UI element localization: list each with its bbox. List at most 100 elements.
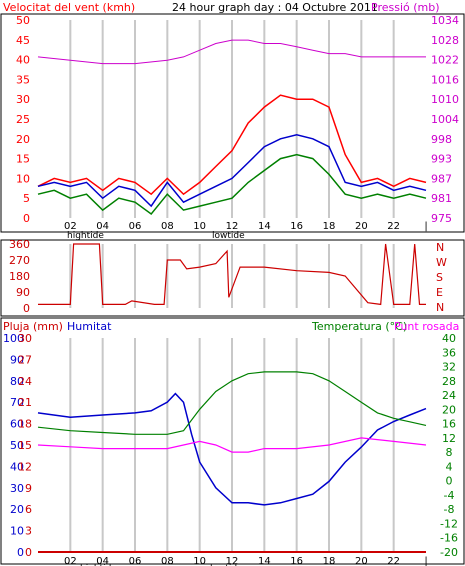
x-tick-label: 20 bbox=[355, 556, 368, 566]
y-tick-label: 10 bbox=[10, 525, 24, 538]
x-tick-label: | bbox=[424, 221, 427, 232]
compass-w: W bbox=[436, 256, 447, 269]
top-x-axis-ticks: 02 04 06 08 10 12 14 16 18 20 22 | bbox=[64, 221, 428, 232]
x-tick-label: 14 bbox=[258, 221, 271, 232]
dewpoint-line bbox=[37, 437, 427, 453]
y-tick-label: 0 bbox=[446, 475, 453, 488]
y-tick-label: 12 bbox=[18, 460, 32, 473]
y-tick-label: 998 bbox=[431, 133, 452, 146]
y-tick-label: 5 bbox=[23, 192, 30, 205]
y-tick-label: 24 bbox=[442, 389, 456, 402]
x-tick-label: 08 bbox=[161, 556, 174, 566]
hightide-label-bottom: hightide bbox=[80, 564, 117, 566]
y-tick-label: 90 bbox=[16, 286, 30, 299]
x-tick-label: 06 bbox=[129, 221, 142, 232]
x-tick-label: 12 bbox=[226, 556, 239, 566]
y-tick-label: -8 bbox=[444, 503, 455, 516]
y-tick-label: 15 bbox=[16, 153, 30, 166]
y-tick-label: 6 bbox=[25, 503, 32, 516]
y-tick-label: 1022 bbox=[431, 54, 459, 67]
dewpoint-label: Punt rosada bbox=[394, 320, 459, 333]
x-tick-label: 02 bbox=[64, 556, 77, 566]
compass-s: S bbox=[436, 271, 443, 284]
y-tick-label: -4 bbox=[444, 489, 455, 502]
humidity-label: Humitat bbox=[67, 320, 112, 333]
x-tick-label: 02 bbox=[64, 221, 77, 232]
x-tick-label: | bbox=[424, 556, 427, 566]
wind-speed-title: Velocitat del vent (kmh) bbox=[3, 1, 135, 14]
y-tick-label: 20 bbox=[16, 133, 30, 146]
y-tick-label: 30 bbox=[18, 332, 32, 345]
y-tick-label: 3 bbox=[25, 525, 32, 538]
y-tick-label: 27 bbox=[18, 353, 32, 366]
y-tick-label: -20 bbox=[440, 546, 458, 559]
y-tick-label: -12 bbox=[440, 517, 458, 530]
top-grid bbox=[69, 20, 395, 218]
y-tick-label: 45 bbox=[16, 34, 30, 47]
y-tick-label: 1016 bbox=[431, 73, 459, 86]
y-tick-label: 50 bbox=[16, 14, 30, 27]
y-tick-label: 20 bbox=[10, 503, 24, 516]
humidity-axis-ticks: 0 10 20 30 40 50 60 70 80 90 100 bbox=[3, 332, 24, 559]
y-tick-label: 1034 bbox=[431, 14, 459, 27]
y-tick-label: 90 bbox=[10, 353, 24, 366]
compass-n-top: N bbox=[436, 241, 444, 254]
y-tick-label: 987 bbox=[431, 172, 452, 185]
y-tick-label: 0 bbox=[17, 546, 24, 559]
x-tick-label: 16 bbox=[290, 556, 303, 566]
x-tick-label: 10 bbox=[193, 556, 206, 566]
y-tick-label: 9 bbox=[25, 482, 32, 495]
y-tick-label: 40 bbox=[442, 332, 456, 345]
y-tick-label: 28 bbox=[442, 375, 456, 388]
y-tick-label: 993 bbox=[431, 153, 452, 166]
y-tick-label: 16 bbox=[442, 418, 456, 431]
x-tick-label: 22 bbox=[387, 556, 400, 566]
graph-title: 24 hour graph day : 04 Octubre 2011 bbox=[172, 1, 378, 14]
wind-axis-ticks: 0 5 10 15 20 25 30 35 40 45 50 bbox=[16, 14, 30, 225]
climate-series bbox=[37, 371, 427, 553]
y-tick-label: 1004 bbox=[431, 113, 459, 126]
direction-axis-ticks: 0 90 180 270 360 bbox=[9, 238, 30, 315]
y-tick-label: 12 bbox=[442, 432, 456, 445]
y-tick-label: 30 bbox=[10, 482, 24, 495]
pressure-title: Pressió (mb) bbox=[371, 1, 440, 14]
y-tick-label: 981 bbox=[431, 192, 452, 205]
y-tick-label: 80 bbox=[10, 375, 24, 388]
y-tick-label: 36 bbox=[442, 346, 456, 359]
y-tick-label: 8 bbox=[446, 446, 453, 459]
compass-e: E bbox=[436, 286, 443, 299]
wind-min-line bbox=[37, 153, 427, 216]
wind-avg-line bbox=[37, 134, 427, 208]
compass-n-bottom: N bbox=[436, 301, 444, 314]
rain-label: Pluja (mm) bbox=[3, 320, 63, 333]
x-tick-label: 18 bbox=[323, 221, 336, 232]
x-tick-label: 10 bbox=[193, 221, 206, 232]
y-tick-label: 180 bbox=[9, 270, 30, 283]
y-tick-label: 4 bbox=[446, 460, 453, 473]
y-tick-label: 60 bbox=[10, 418, 24, 431]
compass-labels: N W S E N bbox=[436, 241, 447, 314]
y-tick-label: 35 bbox=[16, 73, 30, 86]
x-tick-label: 04 bbox=[96, 556, 109, 566]
x-tick-label: 06 bbox=[129, 556, 142, 566]
x-tick-label: 20 bbox=[355, 221, 368, 232]
wind-series bbox=[37, 39, 427, 216]
lowtide-label-top: lowtide bbox=[212, 231, 245, 241]
pressure-line bbox=[37, 39, 426, 65]
y-tick-label: 70 bbox=[10, 396, 24, 409]
y-tick-label: 40 bbox=[10, 460, 24, 473]
x-tick-label: 04 bbox=[96, 221, 109, 232]
y-tick-label: 21 bbox=[18, 396, 32, 409]
hightide-label-top: hightide bbox=[67, 231, 104, 241]
y-tick-label: 0 bbox=[23, 212, 30, 225]
pressure-axis-ticks: 975 981 987 993 998 1004 1010 1016 1022 1028 1034 bbox=[431, 14, 459, 225]
x-tick-label: 12 bbox=[226, 221, 239, 232]
x-tick-label: 08 bbox=[161, 221, 174, 232]
x-tick-label: 16 bbox=[290, 221, 303, 232]
y-tick-label: 100 bbox=[3, 332, 24, 345]
y-tick-label: 1010 bbox=[431, 93, 459, 106]
y-tick-label: 360 bbox=[9, 238, 30, 251]
